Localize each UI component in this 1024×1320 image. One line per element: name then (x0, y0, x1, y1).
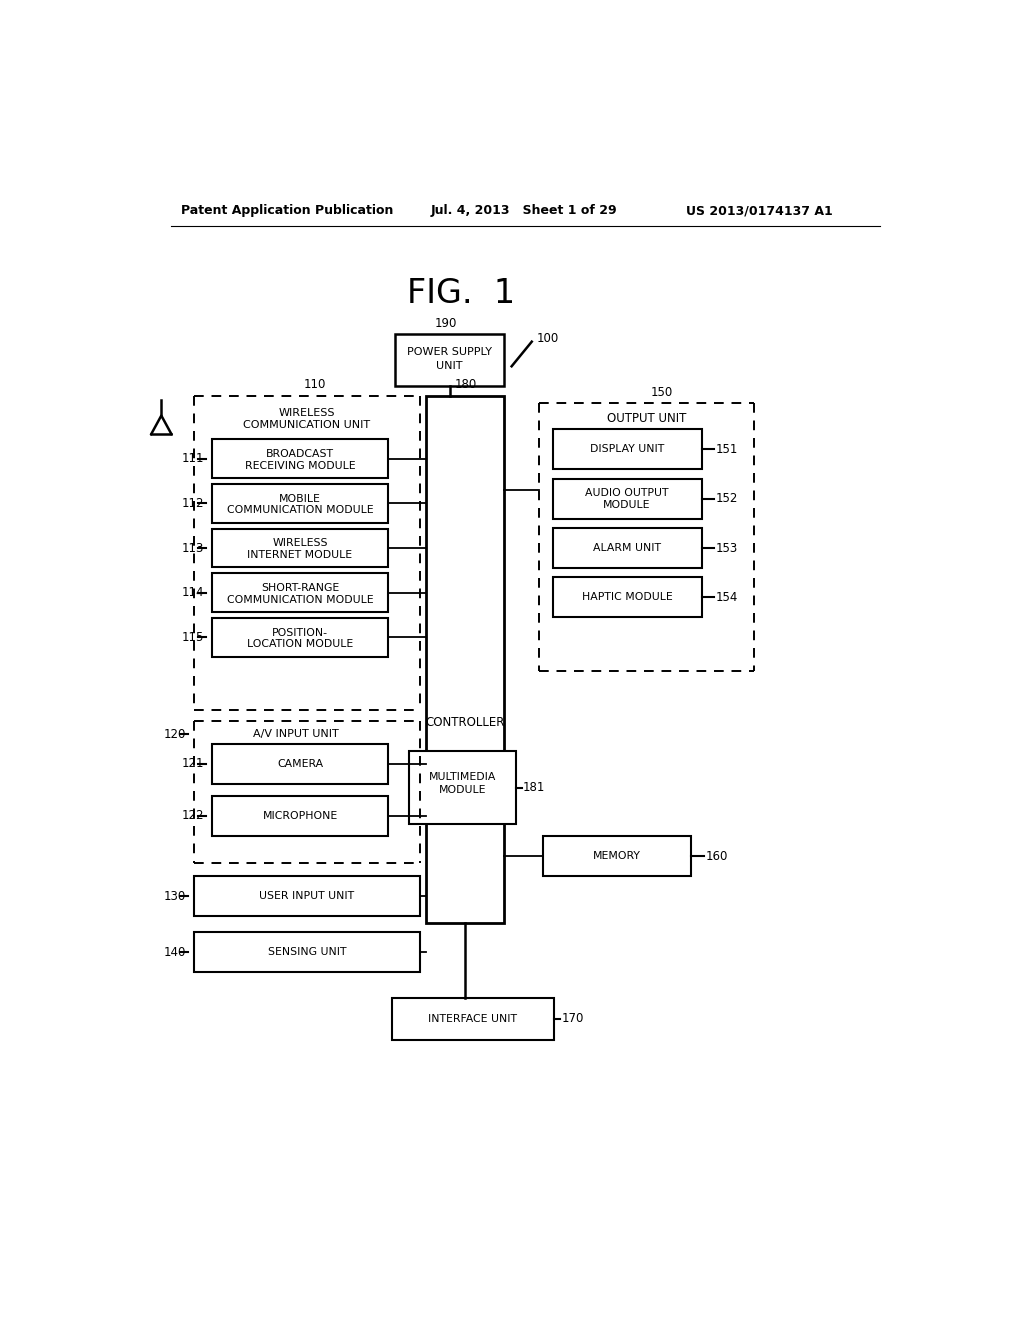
Text: Patent Application Publication: Patent Application Publication (180, 205, 393, 218)
Text: ALARM UNIT: ALARM UNIT (593, 543, 662, 553)
Text: COMMUNICATION MODULE: COMMUNICATION MODULE (226, 594, 374, 605)
Bar (212, 440, 388, 478)
Bar (410, 751, 516, 825)
Text: 150: 150 (651, 385, 673, 399)
Text: UNIT: UNIT (436, 362, 463, 371)
Text: HAPTIC MODULE: HAPTIC MODULE (582, 593, 673, 602)
Bar (426, 396, 504, 923)
Bar (212, 796, 388, 836)
Text: 121: 121 (181, 758, 204, 770)
Text: 115: 115 (181, 631, 204, 644)
Text: Jul. 4, 2013   Sheet 1 of 29: Jul. 4, 2013 Sheet 1 of 29 (430, 205, 616, 218)
Text: COMMUNICATION MODULE: COMMUNICATION MODULE (226, 506, 374, 515)
Text: 112: 112 (181, 496, 204, 510)
Text: 152: 152 (716, 492, 738, 506)
Bar (212, 743, 388, 784)
Text: INTERNET MODULE: INTERNET MODULE (248, 550, 352, 560)
Text: 154: 154 (716, 591, 738, 603)
Bar (391, 998, 554, 1040)
Text: 100: 100 (537, 333, 559, 345)
Text: FIG.  1: FIG. 1 (408, 277, 515, 310)
Text: CAMERA: CAMERA (276, 759, 324, 768)
Text: 130: 130 (164, 890, 186, 903)
Text: LOCATION MODULE: LOCATION MODULE (247, 639, 353, 649)
Text: 122: 122 (181, 809, 204, 822)
Text: 153: 153 (716, 541, 737, 554)
Text: 160: 160 (706, 850, 728, 862)
Text: RECEIVING MODULE: RECEIVING MODULE (245, 461, 355, 471)
Text: INTERFACE UNIT: INTERFACE UNIT (428, 1014, 517, 1024)
Text: MODULE: MODULE (603, 500, 651, 510)
Text: 190: 190 (434, 317, 457, 330)
Text: COMMUNICATION UNIT: COMMUNICATION UNIT (244, 420, 371, 430)
Bar (212, 484, 388, 523)
Text: WIRELESS: WIRELESS (279, 408, 335, 417)
Text: USER INPUT UNIT: USER INPUT UNIT (259, 891, 354, 902)
Text: US 2013/0174137 A1: US 2013/0174137 A1 (686, 205, 833, 218)
Text: 114: 114 (181, 586, 204, 599)
Bar (553, 429, 701, 470)
Bar (212, 618, 388, 656)
Bar (212, 529, 388, 568)
Text: SHORT-RANGE: SHORT-RANGE (261, 583, 339, 593)
Text: 113: 113 (181, 541, 204, 554)
Text: 111: 111 (181, 453, 204, 465)
Text: CONTROLLER: CONTROLLER (425, 715, 505, 729)
Text: MEMORY: MEMORY (593, 851, 641, 861)
Text: 110: 110 (303, 379, 326, 391)
Bar (395, 334, 504, 387)
Bar (543, 836, 691, 876)
Text: 140: 140 (164, 945, 186, 958)
Text: WIRELESS: WIRELESS (272, 539, 328, 548)
Bar (553, 577, 701, 618)
Text: MICROPHONE: MICROPHONE (262, 810, 338, 821)
Text: MOBILE: MOBILE (280, 494, 321, 504)
Text: MULTIMEDIA: MULTIMEDIA (429, 772, 497, 783)
Text: MODULE: MODULE (439, 785, 486, 795)
Text: 181: 181 (522, 781, 545, 795)
Text: 180: 180 (455, 379, 476, 391)
Text: AUDIO OUTPUT: AUDIO OUTPUT (586, 488, 669, 499)
Text: OUTPUT UNIT: OUTPUT UNIT (607, 412, 686, 425)
Text: DISPLAY UNIT: DISPLAY UNIT (590, 445, 665, 454)
Text: 120: 120 (164, 727, 186, 741)
Text: 151: 151 (716, 444, 738, 455)
Bar (194, 932, 420, 973)
Bar (194, 876, 420, 916)
Text: 170: 170 (562, 1012, 585, 1026)
Bar (553, 479, 701, 519)
Text: POSITION-: POSITION- (272, 628, 328, 638)
Text: A/V INPUT UNIT: A/V INPUT UNIT (253, 730, 338, 739)
Text: POWER SUPPLY: POWER SUPPLY (408, 347, 493, 358)
Bar (553, 528, 701, 568)
Text: BROADCAST: BROADCAST (266, 449, 334, 459)
Bar (212, 573, 388, 612)
Text: SENSING UNIT: SENSING UNIT (267, 948, 346, 957)
